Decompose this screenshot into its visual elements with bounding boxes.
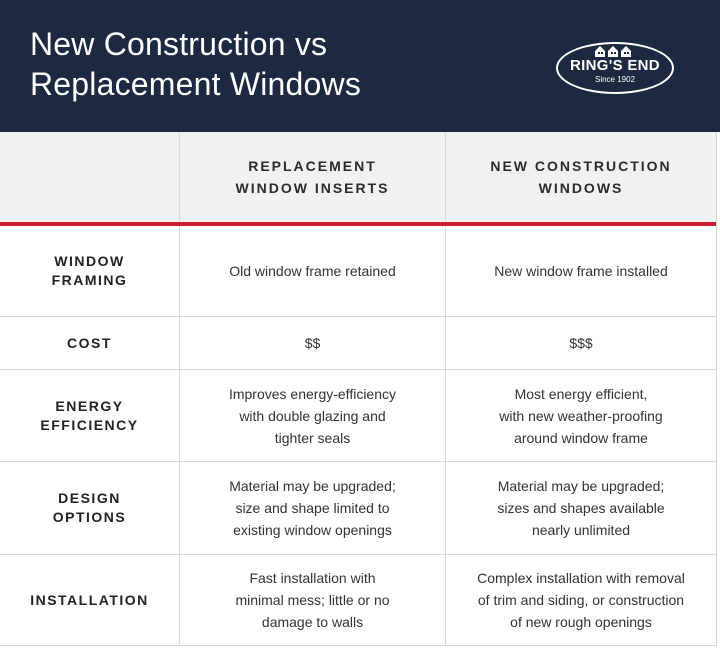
- cell-text: nearly unlimited: [531, 522, 631, 538]
- row-label: INSTALLATION: [0, 555, 180, 645]
- header-cell-new-construction: NEW CONSTRUCTION WINDOWS: [446, 132, 716, 222]
- new-construction-cell: Complex installation with removal of tri…: [446, 555, 716, 645]
- cell-text: Fast installation with: [249, 570, 376, 586]
- header-text: REPLACEMENT: [248, 158, 377, 174]
- table-row: DESIGN OPTIONS Material may be upgraded;…: [0, 462, 716, 555]
- title-line-2: Replacement Windows: [30, 66, 362, 102]
- replacement-cell: Old window frame retained: [180, 226, 446, 316]
- comparison-table: REPLACEMENT WINDOW INSERTS NEW CONSTRUCT…: [0, 132, 717, 646]
- table-row: WINDOW FRAMING Old window frame retained…: [0, 226, 716, 317]
- header-text: WINDOW INSERTS: [235, 180, 390, 196]
- cell-text: around window frame: [514, 429, 648, 446]
- logo-name: RING'S END: [570, 57, 660, 74]
- red-divider: [0, 222, 716, 226]
- cell-text: minimal mess; little or no: [235, 592, 390, 608]
- cell-text: damage to walls: [261, 614, 364, 630]
- cell-text: existing window openings: [233, 522, 392, 538]
- cell-text: Improves energy-efficiency: [228, 385, 397, 402]
- cell-text: size and shape limited to: [235, 500, 390, 516]
- row-label: DESIGN OPTIONS: [0, 462, 180, 554]
- cell-text: New window frame installed: [494, 263, 668, 279]
- row-label: WINDOW FRAMING: [0, 226, 180, 316]
- header-text: NEW CONSTRUCTION: [490, 158, 672, 174]
- logo-since: Since 1902: [594, 75, 636, 84]
- cell-text: $$: [304, 335, 321, 351]
- cell-text: $$$: [569, 335, 593, 351]
- new-construction-cell: Most energy efficient, with new weather-…: [446, 370, 716, 461]
- cell-text: with double glazing and: [239, 407, 386, 424]
- replacement-cell: Improves energy-efficiency with double g…: [180, 370, 446, 461]
- page-title: New Construction vs Replacement Windows: [30, 24, 361, 104]
- header-cell-empty: [0, 132, 180, 222]
- cell-text: Old window frame retained: [229, 263, 396, 279]
- row-label-text: OPTIONS: [52, 509, 127, 525]
- row-label-text: DESIGN: [58, 490, 121, 506]
- replacement-cell: Material may be upgraded; size and shape…: [180, 462, 446, 554]
- cell-text: with new weather-proofing: [499, 407, 663, 424]
- row-label: COST: [0, 317, 180, 369]
- cell-text: Material may be upgraded;: [497, 478, 665, 494]
- title-line-1: New Construction vs: [30, 26, 328, 62]
- row-label-text: COST: [67, 334, 112, 351]
- table-row: INSTALLATION Fast installation with mini…: [0, 555, 716, 646]
- replacement-cell: $$: [180, 317, 446, 369]
- new-construction-cell: $$$: [446, 317, 716, 369]
- cell-text: tighter seals: [274, 429, 351, 446]
- row-label-text: EFFICIENCY: [40, 416, 139, 433]
- cell-text: of new rough openings: [510, 614, 652, 630]
- rings-end-logo: RING'S END Since 1902: [556, 42, 674, 94]
- row-label-text: INSTALLATION: [30, 591, 149, 608]
- row-label-text: WINDOW: [54, 253, 125, 269]
- cell-text: Most energy efficient,: [514, 385, 648, 402]
- new-construction-cell: Material may be upgraded; sizes and shap…: [446, 462, 716, 554]
- header-cell-replacement: REPLACEMENT WINDOW INSERTS: [180, 132, 446, 222]
- row-label-text: FRAMING: [51, 272, 128, 288]
- cell-text: Material may be upgraded;: [229, 478, 396, 494]
- table-row: ENERGY EFFICIENCY Improves energy-effici…: [0, 370, 716, 462]
- table-header-row: REPLACEMENT WINDOW INSERTS NEW CONSTRUCT…: [0, 132, 716, 222]
- houses-icon: [595, 46, 631, 57]
- header-banner: New Construction vs Replacement Windows …: [0, 0, 720, 132]
- cell-text: sizes and shapes available: [497, 500, 665, 516]
- new-construction-cell: New window frame installed: [446, 226, 716, 316]
- row-label: ENERGY EFFICIENCY: [0, 370, 180, 461]
- replacement-cell: Fast installation with minimal mess; lit…: [180, 555, 446, 645]
- cell-text: Complex installation with removal: [477, 570, 685, 586]
- header-text: WINDOWS: [538, 180, 624, 196]
- logo-oval: [556, 42, 674, 94]
- table-row: COST $$ $$$: [0, 317, 716, 370]
- cell-text: of trim and siding, or construction: [477, 592, 685, 608]
- row-label-text: ENERGY: [55, 397, 124, 414]
